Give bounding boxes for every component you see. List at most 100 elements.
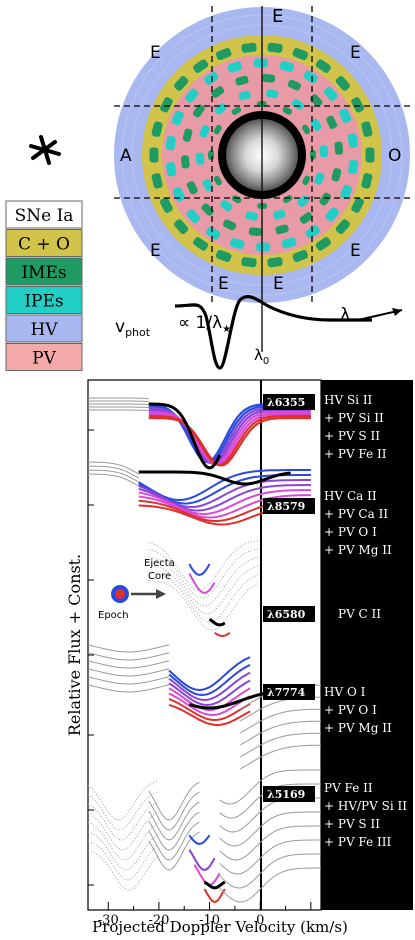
inset-core-label: Core	[148, 571, 171, 582]
clump	[323, 86, 338, 101]
spectrum-curve	[168, 698, 251, 722]
spectrum-curve	[203, 888, 226, 904]
clump	[248, 227, 262, 237]
legend-label: IMEs	[21, 263, 66, 283]
spectrum-curve	[219, 853, 321, 889]
clump	[159, 97, 173, 113]
clump	[335, 76, 350, 91]
clump	[174, 219, 189, 234]
spectrum-curve	[148, 564, 261, 615]
propto-label: ∝ 1/λ★	[178, 313, 231, 335]
spectrum-curve	[87, 684, 170, 693]
line-tag: λ6355	[267, 396, 305, 409]
spectrum-curve	[148, 416, 311, 467]
clump	[302, 175, 311, 186]
legend: SNe Ia C + O IMEs IPEs HV PV	[5, 200, 83, 371]
clump	[315, 237, 331, 251]
spectrum-curve	[148, 579, 261, 631]
spectrum-curve	[219, 825, 321, 861]
clump	[309, 149, 317, 160]
spectrum-curve	[148, 811, 200, 851]
x-tick-label: -20	[148, 913, 169, 928]
clump	[334, 141, 344, 155]
line-note: + PV Mg II	[324, 543, 392, 557]
spectrum-curve	[87, 780, 160, 821]
spectrum-curve	[87, 660, 170, 669]
line-tag-box	[263, 498, 315, 514]
clump	[325, 207, 340, 222]
letter-ll: E	[150, 241, 161, 261]
clump	[267, 257, 283, 268]
clump	[238, 90, 251, 101]
clump	[171, 110, 184, 126]
clump	[281, 237, 297, 249]
legend-label: HV	[30, 320, 58, 340]
clump	[231, 106, 242, 115]
inset-ejecta-label: Ejecta	[144, 558, 175, 569]
line-note: + PV S II	[324, 429, 380, 443]
clump	[319, 145, 329, 158]
spectrum-curve	[87, 465, 139, 479]
clump	[184, 88, 199, 103]
clump	[282, 195, 293, 204]
spectrum-curve	[148, 402, 222, 470]
inset-epoch-label: Epoch	[98, 610, 129, 621]
spectrum-curve	[168, 692, 251, 717]
line-note: + PV Fe II	[324, 447, 387, 461]
spectrum-curve	[148, 801, 200, 841]
line-note: + HV/PV Si II	[324, 799, 407, 813]
line-tag: λ5169	[267, 788, 305, 801]
spectrum-curve	[219, 839, 321, 875]
line-tag: λ6580	[267, 608, 306, 621]
clump	[215, 249, 232, 262]
clumps	[149, 42, 375, 268]
annotation-column	[321, 380, 413, 910]
spectrum-curve	[203, 880, 226, 890]
lambda-arrowhead	[392, 308, 402, 316]
clump	[305, 225, 320, 239]
line-tag-box	[263, 606, 315, 622]
spectrum-curve	[188, 849, 216, 872]
x-axis-label: Projected Doppler Velocity (km/s)	[92, 918, 348, 936]
spectrum-curve	[148, 821, 200, 861]
spectrum-curve	[138, 484, 311, 512]
clump	[202, 179, 214, 192]
clump	[241, 257, 257, 268]
legend-swatch	[5, 257, 83, 286]
clump	[331, 168, 342, 182]
line-tag: λ7774	[267, 686, 306, 699]
clump	[235, 75, 249, 86]
spectrum-curve	[168, 663, 251, 697]
spectrum-curve	[148, 414, 311, 467]
legend-label: SNe Ia	[15, 206, 74, 226]
clump	[149, 147, 159, 163]
clump	[361, 121, 373, 137]
observer-eye-icon	[29, 135, 61, 165]
clump	[292, 249, 309, 262]
clump	[292, 48, 309, 61]
letter-left: A	[120, 146, 132, 166]
clump	[222, 219, 237, 231]
clump	[231, 195, 242, 204]
y-axis-ticks	[88, 429, 94, 886]
clump	[266, 89, 279, 99]
vphot-label: vphot	[115, 317, 151, 339]
letter-right: O	[388, 146, 401, 166]
clump	[201, 203, 214, 216]
clump	[199, 125, 210, 138]
letter-ur: E	[350, 43, 361, 63]
spectrum-curve	[87, 676, 170, 685]
clump	[186, 209, 201, 224]
spectrum-curve	[214, 632, 231, 638]
letter-lr: E	[350, 241, 361, 261]
line-note: + PV S II	[324, 817, 380, 831]
letter-br: E	[273, 274, 284, 294]
spectrum-curve	[239, 732, 322, 758]
clump	[361, 173, 373, 189]
ejecta-diagram: E E E A O E E E E vphot ∝ 1/λ★ λ λ0	[114, 6, 410, 370]
clump	[151, 121, 163, 137]
line-tag-box	[263, 394, 315, 410]
spectrum-curve	[87, 469, 139, 483]
spectrum-curve	[148, 548, 261, 599]
